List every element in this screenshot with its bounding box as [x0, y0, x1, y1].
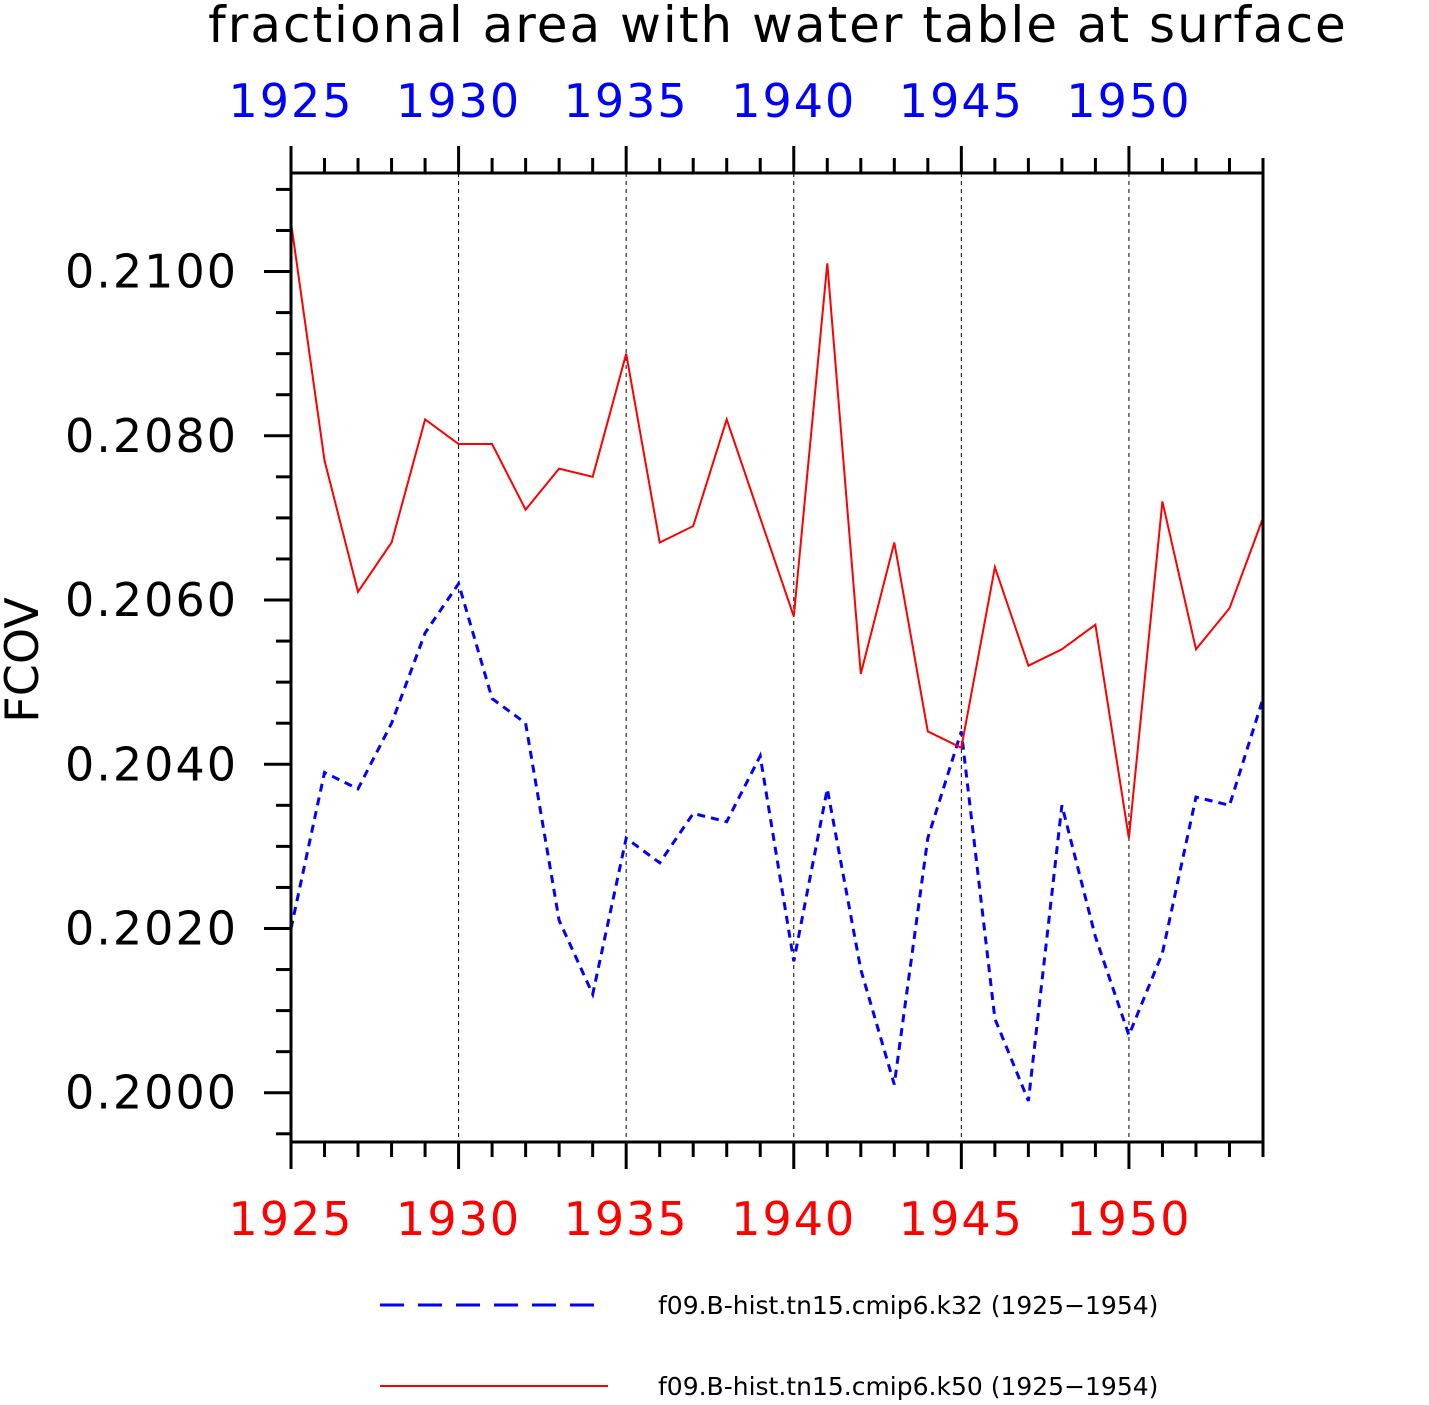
- y-tick-label: 0.2020: [65, 901, 238, 955]
- y-tick-label: 0.2040: [65, 737, 238, 791]
- x-tick-label-bottom: 1935: [564, 1192, 689, 1246]
- axes: 1925 1925 1930 1930 1935 1935 1940 1940 1945 1945…: [65, 74, 1265, 1246]
- x-tick-label-top: 1940: [731, 74, 856, 128]
- grid-lines: [458, 173, 1130, 1142]
- y-tick-label: 0.2080: [65, 409, 238, 463]
- y-tick-label: 0.2000: [65, 1066, 238, 1120]
- x-tick-label-bottom: 1945: [899, 1192, 1024, 1246]
- chart-title: fractional area with water table at surf…: [208, 0, 1348, 54]
- y-tick-label: 0.2060: [65, 573, 238, 627]
- x-tick-label-top: 1925: [228, 74, 353, 128]
- x-tick-label-top: 1930: [396, 74, 521, 128]
- x-tick-label-bottom: 1925: [228, 1192, 353, 1246]
- y-axis-label: FCOV: [0, 597, 49, 723]
- x-tick-label-bottom: 1930: [396, 1192, 521, 1246]
- legend: f09.B-hist.tn15.cmip6.k32 (1925−1954) f09…: [380, 1291, 1158, 1401]
- x-tick-label-bottom: 1950: [1066, 1192, 1191, 1246]
- series-line: [290, 222, 1264, 839]
- x-tick-label-bottom: 1940: [731, 1192, 856, 1246]
- y-tick-label: 0.2100: [65, 245, 238, 299]
- x-tick-label-top: 1950: [1066, 74, 1191, 128]
- series-line: [289, 580, 1265, 1102]
- x-tick-label-top: 1945: [899, 74, 1024, 128]
- series-lines: [289, 222, 1265, 1102]
- plot-frame: [289, 171, 1265, 1144]
- legend-label: f09.B-hist.tn15.cmip6.k32 (1925−1954): [658, 1291, 1158, 1320]
- x-tick-label-top: 1935: [564, 74, 689, 128]
- legend-label: f09.B-hist.tn15.cmip6.k50 (1925−1954): [658, 1372, 1158, 1400]
